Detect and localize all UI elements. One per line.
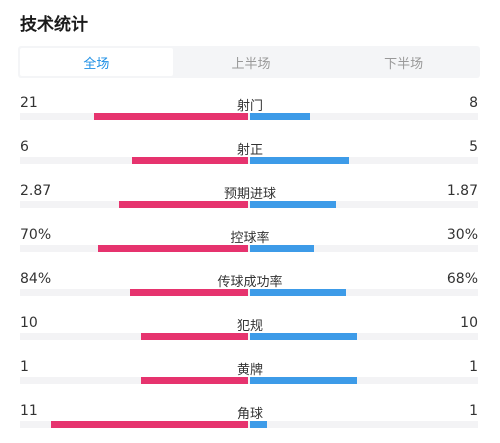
stat-row-yellow-cards: 1 黄牌 1 (0, 359, 500, 399)
stat-label: 传球成功率 (217, 275, 283, 290)
stat-row-shots: 21 射门 8 (0, 95, 500, 135)
stat-row-fouls: 10 犯规 10 (0, 315, 500, 355)
home-bar (94, 113, 248, 120)
home-bar (132, 157, 248, 164)
home-value: 11 (20, 403, 38, 419)
home-bar (141, 333, 248, 340)
home-value: 10 (20, 315, 38, 331)
period-tabs: 全场 上半场 下半场 (18, 46, 480, 78)
home-bar (141, 377, 248, 384)
away-bar (250, 113, 310, 120)
home-bar (130, 289, 248, 296)
stat-row-pass-accuracy: 84% 传球成功率 68% (0, 271, 500, 311)
home-value: 2.87 (20, 183, 52, 199)
away-bar (250, 245, 314, 252)
away-value: 68% (446, 271, 478, 287)
away-value: 1 (469, 359, 478, 375)
stat-label: 角球 (236, 407, 263, 422)
stat-row-corners: 11 角球 1 (0, 403, 500, 443)
stat-label: 射门 (236, 99, 263, 114)
tab-second-half[interactable]: 下半场 (384, 56, 424, 72)
stat-label: 预期进球 (223, 187, 276, 202)
home-bar (51, 421, 248, 428)
home-bar (98, 245, 248, 252)
home-value: 1 (20, 359, 29, 375)
away-bar (250, 333, 357, 340)
stat-track (20, 113, 478, 120)
away-value: 8 (469, 95, 478, 111)
tab-first-half[interactable]: 上半场 (231, 56, 271, 72)
stat-row-expected-goals: 2.87 预期进球 1.87 (0, 183, 500, 223)
stat-track (20, 289, 478, 296)
stat-track (20, 157, 478, 164)
away-bar (250, 201, 336, 208)
tab-full-match[interactable]: 全场 (20, 48, 173, 76)
page-title: 技术统计 (20, 15, 88, 35)
stat-row-shots-on-target: 6 射正 5 (0, 139, 500, 179)
stat-label: 犯规 (236, 319, 263, 334)
stat-track (20, 333, 478, 340)
away-value: 10 (460, 315, 478, 331)
stat-label: 射正 (236, 143, 263, 158)
away-value: 5 (469, 139, 478, 155)
stat-track (20, 245, 478, 252)
stat-label: 控球率 (230, 231, 270, 246)
away-bar (250, 421, 267, 428)
away-value: 1.87 (446, 183, 478, 199)
stat-row-possession: 70% 控球率 30% (0, 227, 500, 267)
stat-track (20, 377, 478, 384)
stat-label: 黄牌 (236, 363, 263, 378)
away-value: 1 (469, 403, 478, 419)
home-value: 84% (20, 271, 52, 287)
stat-track (20, 421, 478, 428)
away-value: 30% (446, 227, 478, 243)
away-bar (250, 377, 357, 384)
away-bar (250, 289, 346, 296)
away-bar (250, 157, 349, 164)
home-value: 21 (20, 95, 38, 111)
home-bar (119, 201, 248, 208)
home-value: 70% (20, 227, 52, 243)
home-value: 6 (20, 139, 29, 155)
stat-track (20, 201, 478, 208)
